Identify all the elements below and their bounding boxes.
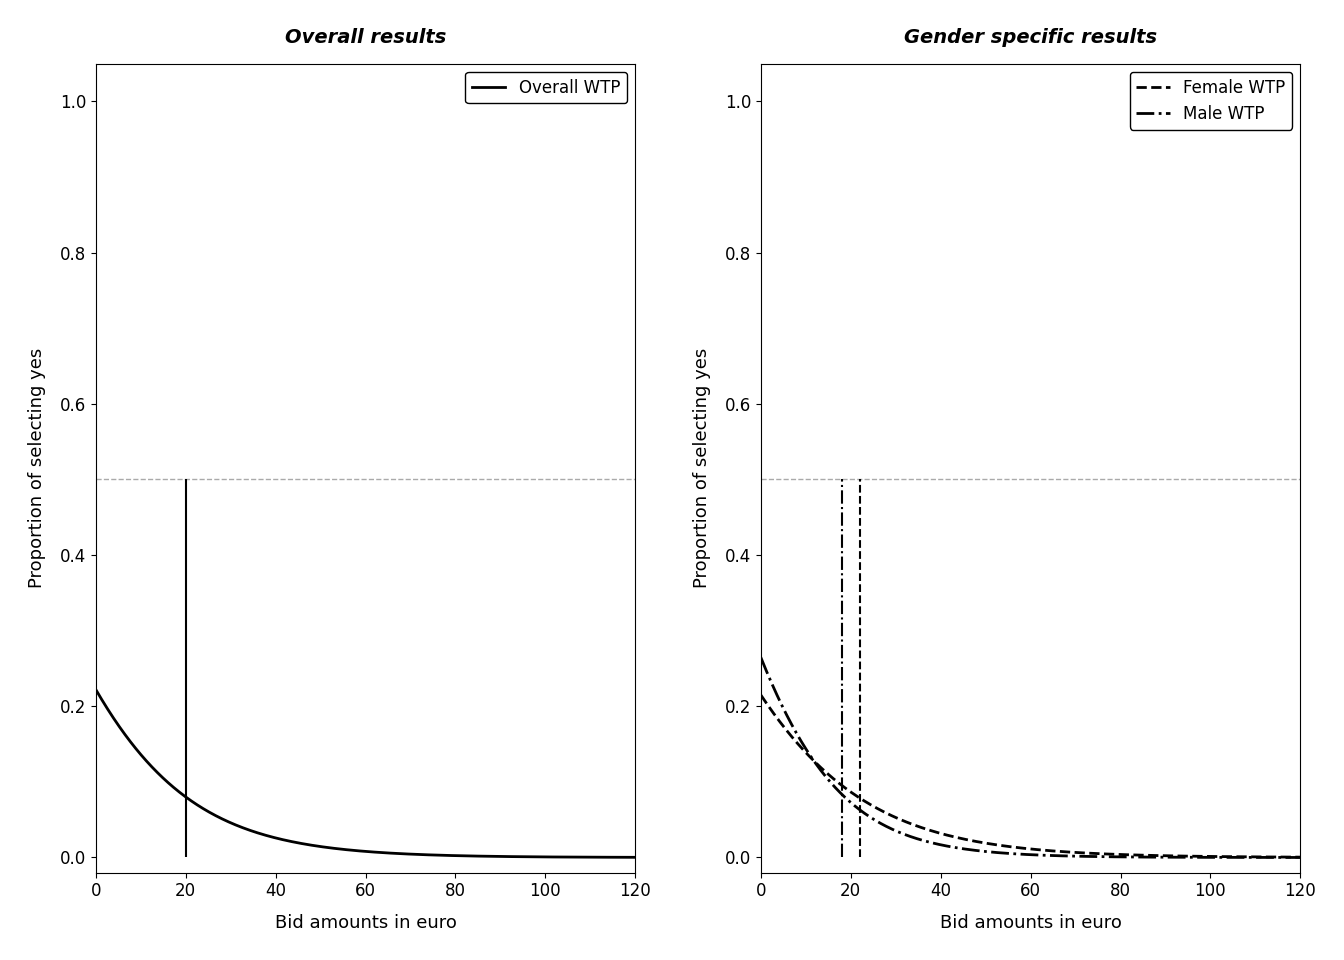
- Title: Overall results: Overall results: [285, 28, 446, 47]
- X-axis label: Bid amounts in euro: Bid amounts in euro: [274, 914, 457, 932]
- Legend: Overall WTP: Overall WTP: [465, 72, 626, 104]
- Title: Gender specific results: Gender specific results: [905, 28, 1157, 47]
- Y-axis label: Proportion of selecting yes: Proportion of selecting yes: [28, 348, 46, 588]
- Legend: Female WTP, Male WTP: Female WTP, Male WTP: [1130, 72, 1292, 130]
- Y-axis label: Proportion of selecting yes: Proportion of selecting yes: [694, 348, 711, 588]
- X-axis label: Bid amounts in euro: Bid amounts in euro: [939, 914, 1121, 932]
